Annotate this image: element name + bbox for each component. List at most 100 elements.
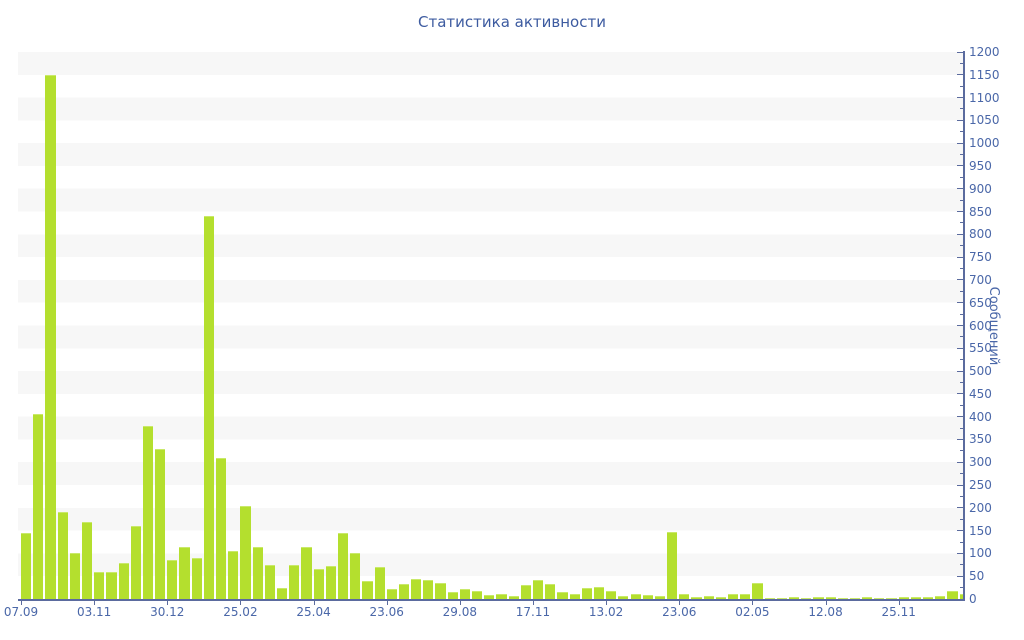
bar xyxy=(142,425,154,599)
bar xyxy=(301,546,312,599)
y-axis-tick xyxy=(957,530,963,532)
bar xyxy=(862,597,873,599)
y-axis-tick xyxy=(957,233,963,235)
y-axis-tick-label: 300 xyxy=(969,455,992,470)
bar xyxy=(959,594,963,599)
y-axis-minor-tick xyxy=(960,290,963,292)
bar xyxy=(606,591,617,599)
bar xyxy=(289,564,300,599)
bar xyxy=(801,597,812,599)
bar xyxy=(21,532,32,599)
y-axis-tick-label: 900 xyxy=(969,181,992,196)
y-axis-tick xyxy=(957,325,963,326)
y-axis-tick xyxy=(957,484,963,486)
bar xyxy=(362,580,373,599)
y-axis-tick-label: 450 xyxy=(969,386,992,401)
x-axis-tick-label: 17.11 xyxy=(515,605,551,619)
bar xyxy=(898,597,909,599)
y-axis-tick-label: 0 xyxy=(969,592,977,606)
y-axis-minor-tick xyxy=(960,131,963,133)
bar xyxy=(57,512,68,599)
bar xyxy=(715,597,727,599)
y-axis-tick xyxy=(957,507,963,509)
y-axis-minor-tick xyxy=(960,268,963,270)
y-axis-minor-tick xyxy=(960,381,963,383)
bar xyxy=(459,588,471,599)
y-axis-tick xyxy=(957,211,963,213)
y-axis-tick xyxy=(957,552,963,554)
bar xyxy=(33,414,44,599)
x-axis-tick xyxy=(606,601,608,605)
bar xyxy=(228,551,239,599)
y-axis-tick-label: 500 xyxy=(969,364,992,379)
y-axis-tick-label: 1150 xyxy=(969,67,1000,82)
y-axis-tick-label: 1050 xyxy=(969,113,1000,128)
y-axis-tick xyxy=(957,51,963,53)
y-axis-tick-label: 400 xyxy=(969,409,992,424)
bar xyxy=(216,457,227,599)
y-axis-tick-label: 750 xyxy=(969,250,992,265)
x-axis-line xyxy=(18,599,965,601)
x-axis-tick xyxy=(21,601,22,605)
x-axis-tick xyxy=(94,601,96,605)
y-axis-minor-tick xyxy=(960,199,963,201)
y-axis-tick-label: 250 xyxy=(969,478,992,493)
bar xyxy=(496,594,507,599)
x-axis-tick-label: 02.05 xyxy=(735,605,770,619)
bar xyxy=(69,553,80,599)
y-axis-tick xyxy=(957,279,963,281)
bar xyxy=(313,569,324,599)
bar xyxy=(947,590,958,599)
bar xyxy=(374,567,385,599)
bar xyxy=(545,583,556,599)
y-axis-tick xyxy=(957,142,963,144)
y-axis-line xyxy=(963,51,965,601)
bar xyxy=(581,588,592,599)
bar xyxy=(411,578,422,599)
x-axis-tick xyxy=(459,601,461,605)
x-axis-tick xyxy=(386,601,388,605)
bar xyxy=(81,521,93,599)
x-axis-tick xyxy=(825,601,827,605)
bar xyxy=(337,532,349,599)
y-axis-minor-tick xyxy=(960,518,963,520)
y-axis-tick xyxy=(957,74,963,76)
y-axis-tick xyxy=(957,188,963,190)
bar xyxy=(691,597,702,599)
bar xyxy=(130,526,141,599)
bar xyxy=(886,597,897,599)
y-axis-minor-tick xyxy=(960,404,963,406)
y-axis-tick-label: 950 xyxy=(969,158,992,173)
x-axis-tick xyxy=(898,601,900,605)
x-axis-tick-label: 25.04 xyxy=(296,605,331,619)
chart-title: Статистика активности xyxy=(418,13,606,31)
x-axis-tick-label: 25.11 xyxy=(881,605,916,619)
bar xyxy=(203,216,215,599)
y-axis-tick-label: 850 xyxy=(969,204,992,219)
x-axis-tick xyxy=(167,601,169,605)
y-axis-tick xyxy=(957,598,963,600)
bar xyxy=(935,596,946,599)
bar xyxy=(752,583,763,599)
y-axis-tick-label: 350 xyxy=(969,432,992,447)
x-axis-tick-label: 23.06 xyxy=(369,605,404,619)
y-axis-tick xyxy=(957,256,963,258)
bar xyxy=(191,557,202,599)
bar xyxy=(618,596,629,599)
bar xyxy=(654,596,666,599)
y-axis-minor-tick xyxy=(960,222,963,224)
y-axis-tick-label: 1100 xyxy=(969,90,1000,105)
x-axis-tick-label: 23.06 xyxy=(662,605,697,619)
y-axis-tick xyxy=(957,347,963,349)
bar xyxy=(155,448,166,599)
y-axis-minor-tick xyxy=(960,245,963,247)
y-axis-minor-tick xyxy=(960,313,963,315)
x-axis-tick-label: 25.02 xyxy=(223,605,258,619)
bar xyxy=(179,546,190,599)
y-axis-tick-label: 50 xyxy=(969,569,985,584)
bar xyxy=(508,595,519,599)
bar xyxy=(398,584,410,599)
x-axis-tick xyxy=(679,601,681,605)
bar xyxy=(325,566,336,599)
x-axis-tick-label: 07.09 xyxy=(3,605,39,619)
